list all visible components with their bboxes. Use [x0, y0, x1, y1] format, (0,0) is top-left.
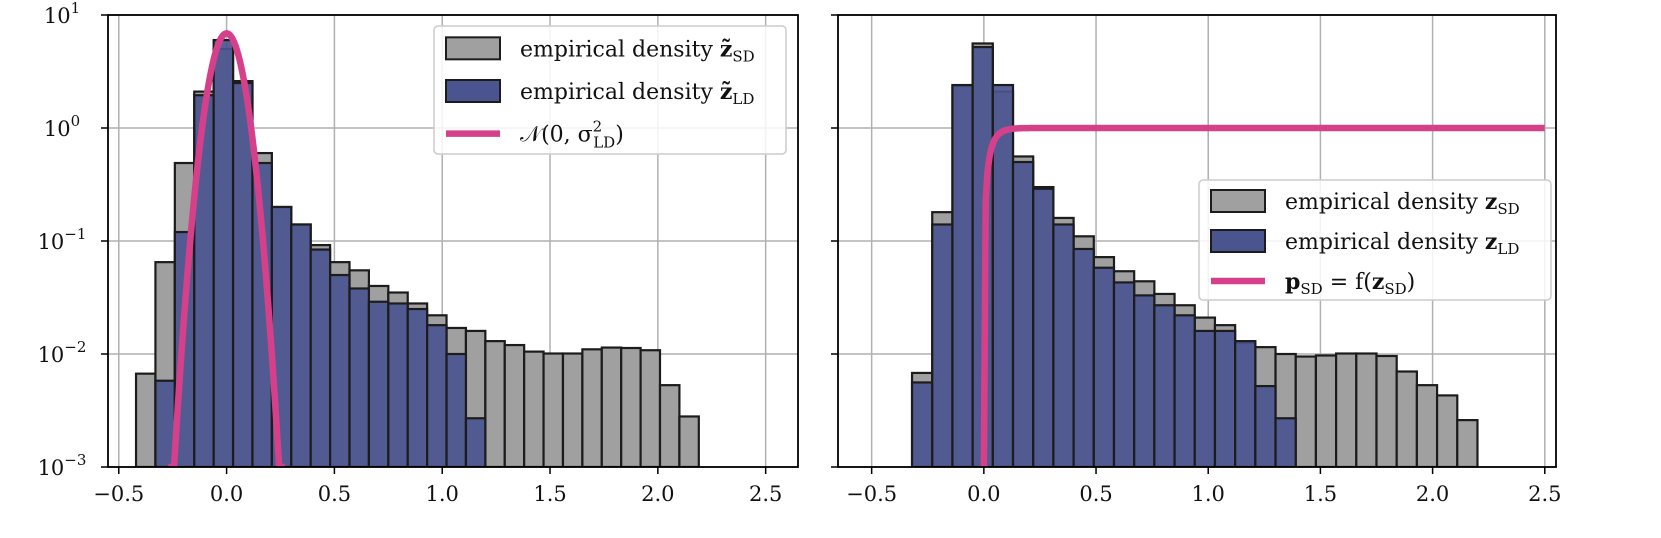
histogram-bar [1355, 352, 1378, 467]
histogram-bar [1092, 266, 1116, 467]
legend-box [433, 25, 787, 155]
legend-item: empirical density z̃LD [445, 79, 754, 108]
histogram-bar [1274, 417, 1297, 467]
histogram-bar [910, 381, 934, 467]
histogram-bar [1011, 160, 1035, 467]
histogram-bar [561, 352, 584, 467]
legend-label: empirical density z̃LD [520, 79, 754, 108]
legend-label: 𝒩(0, σ2 LD) [520, 118, 624, 152]
histogram-bar [639, 349, 662, 467]
legend-item: pSD = f(zSD) [1211, 269, 1415, 298]
legend-swatch [445, 36, 501, 61]
histogram-bar [406, 307, 429, 467]
histogram-bar [1456, 419, 1479, 467]
histogram-bar [464, 417, 487, 467]
histogram-bar [1213, 329, 1237, 467]
histogram-bar [1375, 354, 1398, 467]
y-tick-label: 100 [44, 112, 80, 141]
legend: empirical density z̃SD empirical density … [433, 25, 787, 155]
legend-item: empirical density zLD [1210, 229, 1519, 258]
histogram-bar [931, 223, 954, 467]
legend-label: pSD = f(zSD) [1285, 269, 1415, 298]
density-curve [165, 30, 288, 467]
histogram-bar [620, 346, 642, 467]
x-tick-label: 1.5 [1304, 482, 1337, 506]
x-tick-label: 2.5 [749, 482, 782, 506]
x-axis: −0.5 0.0 0.5 1.0 1.5 2.0 2.5 [93, 467, 782, 506]
x-tick-label: 0.0 [967, 482, 1000, 506]
x-tick-label: 1.5 [533, 482, 566, 506]
histogram-bar [1415, 384, 1439, 467]
histogram-bar [581, 348, 603, 467]
left-chart-panel: −0.5 0.0 0.5 1.0 1.5 2.0 2.5 10−3 10−2 10−1 100 101… [38, 0, 799, 506]
x-tick-label: 0.5 [318, 482, 351, 506]
histogram-bar [523, 350, 545, 467]
legend-swatch [1210, 229, 1266, 253]
density-curve [980, 124, 1547, 467]
histogram-bar [1193, 329, 1217, 467]
histogram-bar [367, 300, 390, 467]
histogram-bar [309, 248, 332, 467]
histogram-bar [445, 352, 468, 467]
legend: empirical density zSD empirical density z… [1198, 179, 1552, 301]
histogram-bar [678, 415, 700, 467]
histogram-bar [600, 346, 623, 467]
legend-item: empirical density z̃SD [445, 36, 755, 65]
legend-label: empirical density zLD [1285, 229, 1519, 258]
histogram-bar [1395, 370, 1418, 467]
y-tick-label: 10−1 [38, 225, 87, 254]
histogram-bar [658, 384, 681, 467]
plot-area [910, 42, 1547, 467]
legend-label: empirical density zSD [1285, 189, 1520, 218]
y-tick-label: 10−2 [38, 338, 87, 367]
x-tick-label: 1.0 [1192, 482, 1225, 506]
histogram-bar [134, 372, 157, 467]
histogram-bar [1234, 340, 1257, 467]
histogram-bar [348, 287, 371, 467]
legend-item: empirical density zSD [1210, 189, 1520, 218]
x-tick-label: 0.0 [210, 482, 243, 506]
histogram-bar [1032, 187, 1055, 467]
x-tick-label: 2.0 [641, 482, 674, 506]
histogram-bar [212, 38, 235, 467]
x-axis: −0.5 0.0 0.5 1.0 1.5 2.0 2.5 [846, 467, 1561, 506]
legend-box [1198, 179, 1552, 301]
histogram-bar [1133, 294, 1156, 467]
histogram-bar [1254, 384, 1277, 467]
histogram-bar [951, 83, 974, 467]
x-tick-label: 2.5 [1528, 482, 1561, 506]
histogram-bar [1294, 355, 1318, 467]
y-tick-label: 101 [44, 0, 80, 28]
y-axis [831, 14, 838, 468]
histogram-bar [387, 302, 409, 467]
legend-swatch [445, 79, 501, 103]
x-tick-label: 1.0 [426, 482, 459, 506]
histogram-bar [484, 340, 506, 467]
histogram-bar [1153, 304, 1176, 467]
histogram-bar [542, 352, 565, 467]
histogram-bar [328, 273, 351, 467]
x-tick-label: −0.5 [93, 482, 144, 506]
histogram-bar [426, 324, 448, 467]
legend-swatch [1210, 189, 1266, 213]
legend-label: empirical density z̃SD [520, 36, 755, 65]
histogram-bar [1335, 352, 1358, 467]
x-tick-label: 2.0 [1416, 482, 1449, 506]
y-tick-label: 10−3 [38, 451, 87, 480]
right-chart-panel: −0.5 0.0 0.5 1.0 1.5 2.0 2.5 empirical density … [831, 14, 1561, 506]
legend-item: 𝒩(0, σ2 LD) [446, 118, 624, 152]
x-tick-label: 0.5 [1079, 482, 1112, 506]
histogram-bar [1173, 314, 1196, 467]
histogram-bar [1435, 394, 1459, 467]
histogram-bar [1314, 354, 1338, 467]
x-tick-label: −0.5 [846, 482, 897, 506]
histogram-bar [290, 223, 312, 467]
y-axis: 10−3 10−2 10−1 100 101 [38, 0, 108, 480]
histogram-bar [503, 343, 526, 467]
histogram-bar [1072, 247, 1095, 467]
histogram-bar [1052, 223, 1075, 467]
histogram-bar [1112, 281, 1136, 467]
